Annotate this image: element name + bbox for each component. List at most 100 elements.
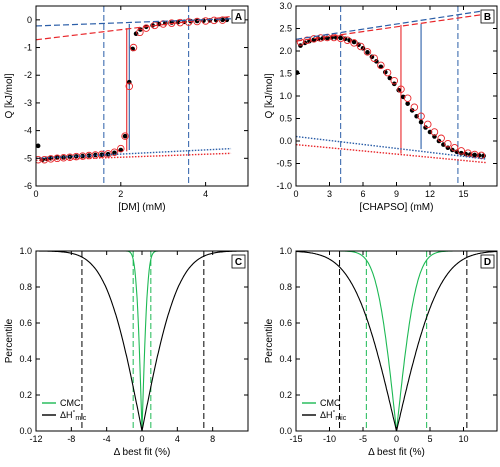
data-point-open [201,17,210,25]
panel-label: D [484,257,491,268]
legend-label: CMC [60,398,81,408]
panel-label-box [231,254,246,269]
y-tick-label: 0.2 [19,390,32,400]
plot-area [296,251,497,431]
panel-d: -15 -10 -5 0 5 10 0.0 0.2 0.4 0.6 0.8 1.0 Δ best fit… [264,246,498,458]
data-point-open [430,128,439,136]
panel-label: A [235,12,242,23]
legend-label: CMC [320,398,341,408]
baseline-dotted-blue [36,147,232,160]
data-point-open [410,103,419,111]
x-tick-label: -8 [67,434,75,444]
y-tick-label: 1.5 [279,69,292,79]
data-point-open [383,68,392,77]
y-tick-label: 0.0 [19,426,32,436]
data-point-open [218,16,227,24]
data-point-filled [423,125,428,130]
panel-label-box [231,9,246,24]
y-tick-label: 0.0 [279,136,292,146]
data-point-filled [365,50,370,55]
y-tick-label: 2.5 [279,24,292,34]
plot-frame [295,5,498,187]
data-point-open [117,144,125,153]
data-point-filled [405,101,410,106]
x-axis-title: [CHAPSO] (mM) [360,202,434,213]
baseline-dotted-blue [296,135,486,160]
data-point-filled [458,150,464,156]
data-point-open [357,42,365,51]
y-axis-title: Percentile [4,318,15,363]
panel-label-box [480,254,495,269]
x-tick-label: -12 [29,434,42,444]
x-tick-label: 2 [118,189,123,199]
data-point-filled [409,108,415,113]
x-tick-label: 0 [33,189,38,199]
data-point-open [397,85,405,93]
data-point-filled [112,150,117,156]
plot-area [36,6,232,186]
panel-a: 0 2 4 -6 -5 -4 -3 -2 -1 0 [DM] (mM) Q [kJ/mol] A [4,5,249,213]
plot-area [296,6,486,186]
data-point-filled [220,17,225,23]
x-tick-label: 12 [425,189,435,199]
x-axis-title: Δ best fit (%) [114,447,171,458]
x-tick-label: 4 [203,189,208,199]
data-point-filled [472,152,477,158]
x-tick-label: 4 [175,434,180,444]
y-tick-label: -2 [24,70,32,80]
data-point-open [444,139,452,148]
y-tick-label: 0.5 [279,114,292,124]
x-tick-label: 0 [394,434,399,444]
data-point-open [121,132,129,140]
data-point-open [125,82,134,91]
x-tick-label: -15 [289,434,302,444]
y-axis-title: Q [kJ/mol] [4,73,15,118]
data-point-filled [80,153,85,159]
data-point-filled [86,153,92,158]
y-tick-label: 0.4 [19,354,32,364]
data-point-filled [338,35,343,41]
baseline-dashed-red [296,13,486,42]
y-tick-label: 0.6 [279,318,292,328]
x-tick-label: 8 [210,434,215,444]
data-point-open [370,54,378,62]
data-point-open [450,143,459,152]
data-point-filled [351,39,357,45]
data-point-filled [93,152,98,158]
y-tick-label: 1.0 [19,246,32,256]
data-point-filled [118,147,124,153]
data-point-filled [138,27,143,32]
y-tick-label: 0.0 [279,426,292,436]
data-point-open [343,36,352,44]
y-axis-title: Q [kJ/mol] [264,73,275,118]
baseline-dashed-blue [36,18,232,27]
panel-label-box [480,9,495,24]
baseline-dashed-blue [296,9,486,40]
data-point-open [110,148,119,156]
data-point-open [350,39,358,47]
y-tick-label: -5 [24,153,32,163]
legend-label: ΔH°mic [60,409,87,422]
data-point-open [457,147,466,155]
x-tick-label: 5 [427,434,432,444]
y-tick-label: 1.0 [279,91,292,101]
data-point-open [184,18,193,26]
data-point-filled [374,59,379,64]
data-point-filled [122,133,128,139]
x-tick-label: 0 [139,434,144,444]
series-line-dh-mic [296,251,497,431]
data-point-open [363,48,372,56]
x-axis-title: Δ best fit (%) [368,447,425,458]
data-point-open [377,61,385,70]
y-tick-label: 0.6 [19,318,32,328]
y-tick-label: 0.8 [279,282,292,292]
y-tick-label: -1.0 [276,181,292,191]
x-tick-label: -4 [103,434,111,444]
y-tick-label: 0.2 [279,390,292,400]
x-tick-label: -10 [323,434,336,444]
y-tick-label: 2.0 [279,46,292,56]
y-tick-label: 0 [27,15,32,25]
data-point-open [424,120,432,129]
